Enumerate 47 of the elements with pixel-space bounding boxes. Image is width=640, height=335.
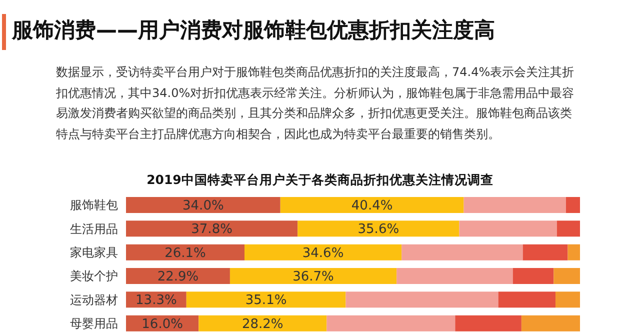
data-label: 40.4% [351,198,393,214]
bar [186,292,346,308]
bar [230,268,397,284]
bar [568,244,580,260]
data-label: 22.9% [157,270,199,284]
y-tick-label: 美妆个护 [70,269,118,284]
data-label: 36.7% [292,270,334,284]
bar [512,268,554,284]
bar [498,292,556,308]
bar [198,315,327,332]
bar [402,244,523,260]
data-label: 35.1% [245,293,287,308]
bar [464,197,566,213]
bar [521,315,580,332]
bar [126,197,280,213]
bar [298,220,460,237]
data-label: 34.0% [182,198,224,214]
y-tick-label: 家电家具 [70,245,118,260]
data-label: 16.0% [142,316,183,332]
text: 数据显示，受访特卖平台用户对于服饰鞋包类商品优惠折扣的关注度最高，74.4%表示会关注其折扣优惠情况，其中34.0%对折扣优惠表示经常关注。分析师认为，服饰鞋包属于非急需用品中最容易激发消费者购买欲望的商品类别，且其分类和品牌众多，折扣优惠更受关注。服饰鞋包商品该类特点与特卖平台主打品牌优惠方向相契合，因此也成为特卖平台最重要的销售类别。 [56,64,576,142]
bar [346,292,498,308]
y-tick-label: 运动器材 [70,292,118,307]
bar [554,268,580,284]
bar [556,220,580,237]
bar [126,268,230,284]
bar [244,244,402,260]
bar [326,315,456,332]
data-label: 13.3% [136,293,177,308]
bar [566,197,580,213]
data-label: 35.6% [358,222,400,238]
y-tick-label: 母婴用品 [70,316,118,330]
bar [555,292,580,308]
bar [396,268,513,284]
y-tick-label: 服饰鞋包 [70,198,118,212]
data-label: 34.6% [302,246,344,261]
bar [126,244,244,260]
bar [459,220,557,237]
bar [280,197,464,213]
chart-title: 服饰消费——用户消费对服饰鞋包优惠折扣关注度高 [12,17,495,44]
data-label: 26.1% [164,246,206,261]
bar [455,315,522,332]
data-label: 28.2% [242,316,284,332]
chart-subtitle: 2019中国特卖平台用户关于各类商品折扣优惠关注情况调查 [146,172,494,189]
data-label: 37.8% [191,222,232,238]
bar [126,220,298,237]
bar [522,244,568,260]
y-tick-label: 生活用品 [70,222,118,236]
